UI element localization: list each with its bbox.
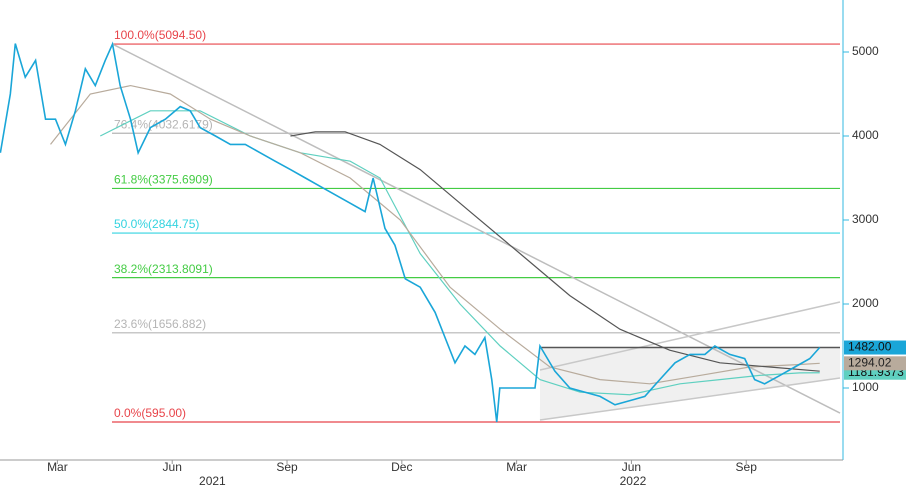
fib-label: 50.0%(2844.75) <box>114 217 199 231</box>
trendline <box>112 43 841 414</box>
x-tick-label: Mar <box>506 460 527 474</box>
trendline <box>539 377 841 421</box>
fib-label: 76.4%(4032.6179) <box>114 117 213 131</box>
last-value-bg <box>844 356 906 371</box>
x-tick-label: Jun <box>163 460 182 474</box>
x-tick-label: Mar <box>47 460 68 474</box>
y-tick-label: 4000 <box>852 128 879 142</box>
last-value-label: 1482.00 <box>848 340 892 354</box>
y-tick-label: 5000 <box>852 44 879 58</box>
x-tick-label: Sep <box>736 460 758 474</box>
series-line <box>0 41 821 423</box>
fib-label: 38.2%(2313.8091) <box>114 262 213 276</box>
fib-label: 0.0%(595.00) <box>114 406 186 420</box>
series-line <box>99 110 820 396</box>
last-value-label: 1294.02 <box>848 355 892 369</box>
year-label: 2022 <box>620 474 647 488</box>
x-tick-label: Jun <box>622 460 641 474</box>
y-tick-label: 3000 <box>852 212 879 226</box>
y-tick-label: 2000 <box>852 296 879 310</box>
y-tick-label: 1000 <box>852 380 879 394</box>
fib-label: 61.8%(3375.6909) <box>114 173 213 187</box>
x-tick-label: Dec <box>391 460 412 474</box>
last-value-box: 1294.02 <box>844 355 906 371</box>
fib-label: 23.6%(1656.882) <box>114 317 206 331</box>
series-line <box>50 84 820 385</box>
last-value-bg <box>844 340 906 355</box>
series-line <box>290 131 820 372</box>
x-tick-label: Sep <box>276 460 298 474</box>
year-label: 2021 <box>199 474 226 488</box>
fib-label: 100.0%(5094.50) <box>114 28 206 42</box>
last-value-box: 1482.00 <box>844 340 906 355</box>
trendline <box>539 301 841 371</box>
